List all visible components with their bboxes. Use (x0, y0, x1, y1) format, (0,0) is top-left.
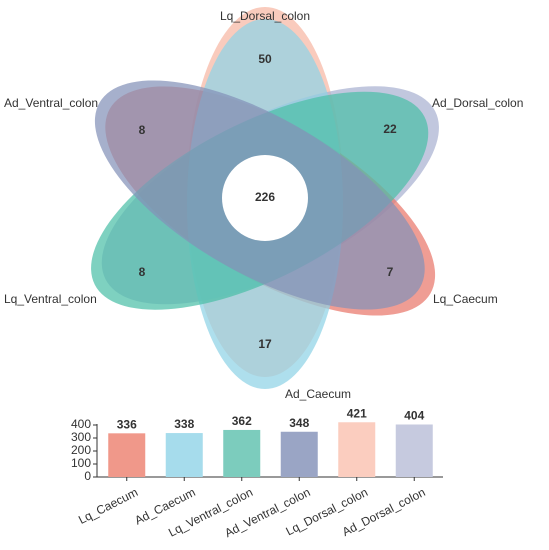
petal-count-Lq_Ventral_colon: 8 (139, 265, 146, 279)
petal-label-Ad_Dorsal_colon: Ad_Dorsal_colon (432, 96, 523, 110)
y-tick-label-100: 100 (71, 456, 91, 470)
bar-Ad_Dorsal_colon (395, 424, 433, 477)
petal-count-Ad_Caecum: 17 (258, 337, 272, 351)
petal-label-Lq_Dorsal_colon: Lq_Dorsal_colon (220, 9, 310, 23)
center-circle (222, 155, 308, 241)
bar-Ad_Ventral_colon (280, 431, 318, 477)
petal-count-Lq_Dorsal_colon: 50 (258, 52, 272, 66)
bar-value-Lq_Dorsal_colon: 421 (347, 406, 367, 420)
center-count: 226 (255, 190, 275, 204)
bar-value-Ad_Caecum: 338 (174, 417, 194, 431)
bar-Lq_Ventral_colon (223, 429, 261, 477)
bar-Lq_Caecum (108, 433, 146, 477)
bar-Ad_Caecum (165, 433, 203, 477)
petal-label-Ad_Ventral_colon: Ad_Ventral_colon (4, 96, 98, 110)
petal-label-Lq_Ventral_colon: Lq_Ventral_colon (4, 292, 97, 306)
y-tick-label-400: 400 (71, 417, 91, 431)
y-tick-label-300: 300 (71, 430, 91, 444)
flower-diagram: 50 Lq_Dorsal_colon 22 Ad_Dorsal_colon 7 Lq_Ca… (4, 7, 523, 401)
y-tick-label-200: 200 (71, 443, 91, 457)
bar-value-Lq_Ventral_colon: 362 (232, 414, 252, 428)
petal-label-Lq_Caecum: Lq_Caecum (433, 292, 498, 306)
bar-value-Lq_Caecum: 336 (117, 417, 137, 431)
bar-value-Ad_Ventral_colon: 348 (289, 416, 309, 430)
petal-count-Ad_Ventral_colon: 8 (139, 123, 146, 137)
bar-value-Ad_Dorsal_colon: 404 (404, 408, 424, 422)
petal-count-Ad_Dorsal_colon: 22 (383, 122, 397, 136)
petal-label-Ad_Caecum: Ad_Caecum (285, 387, 351, 401)
petal-count-Lq_Caecum: 7 (387, 265, 394, 279)
x-label-Lq_Caecum: Lq_Caecum (76, 485, 140, 527)
bar-Lq_Dorsal_colon (338, 422, 376, 477)
y-tick-label-0: 0 (84, 469, 91, 483)
